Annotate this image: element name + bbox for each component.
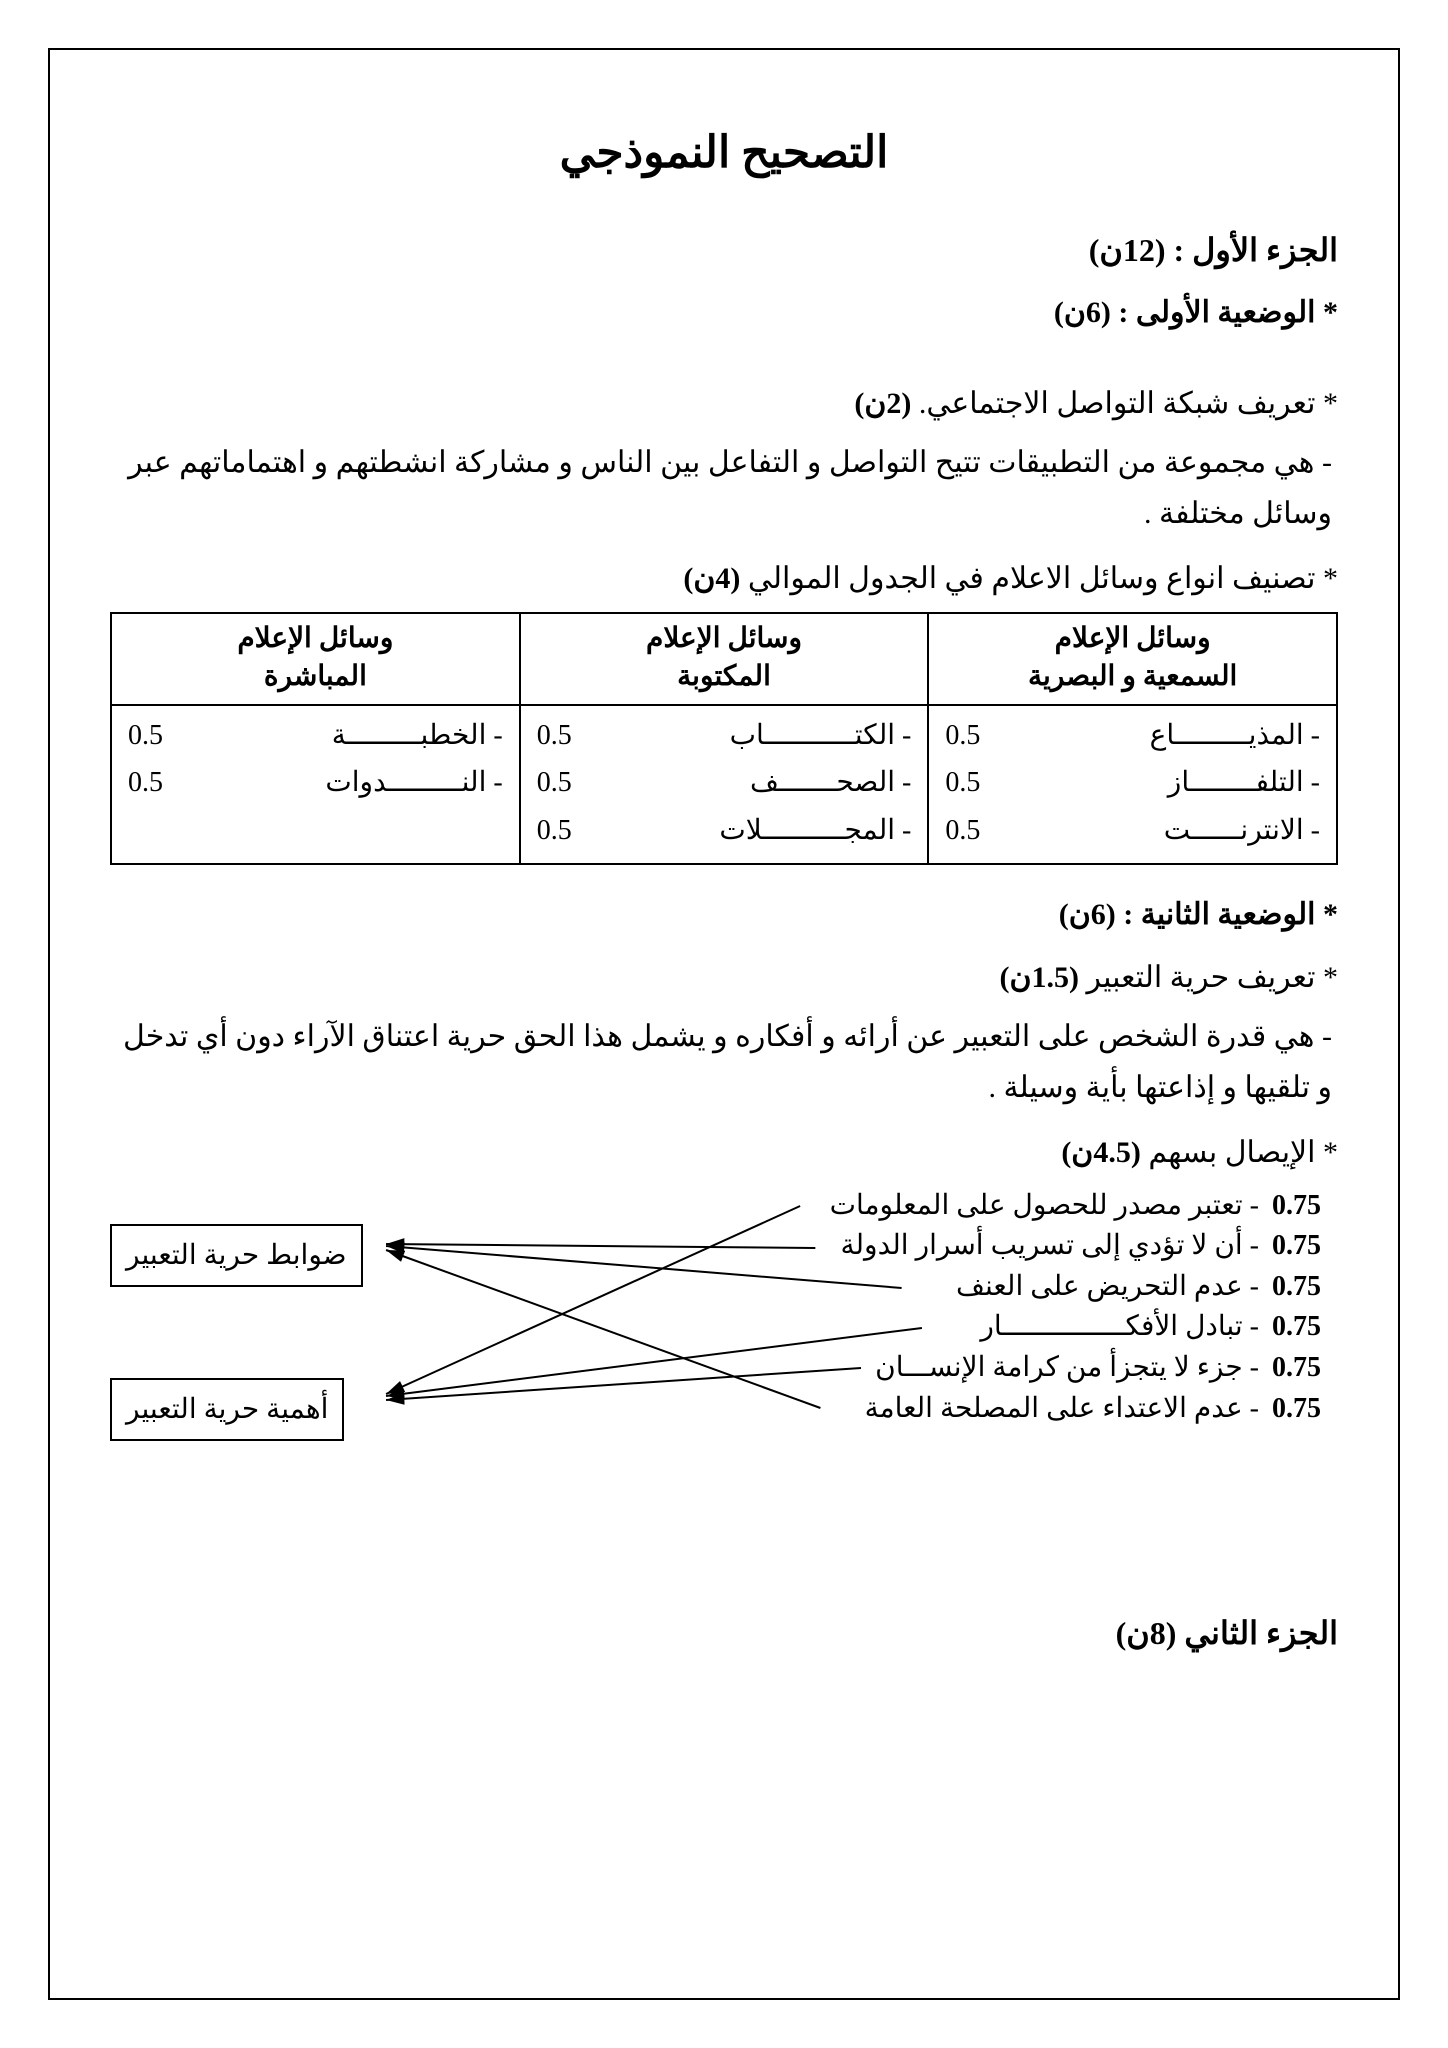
- table-body-row: - المذيـــــــــاع0.5- التلفــــــــاز0.…: [111, 705, 1337, 864]
- constraints-box: ضوابط حرية التعبير: [110, 1224, 363, 1288]
- part2-heading: الجزء الثاني (8ن): [110, 1606, 1338, 1660]
- arrow-item: 0.75 - أن لا تؤدي إلى تسريب أسرار الدولة: [830, 1226, 1338, 1267]
- definition2-score: (1.5ن): [999, 961, 1079, 994]
- table-cell-1: - المذيـــــــــاع0.5- التلفــــــــاز0.…: [928, 705, 1337, 864]
- page: التصحيح النموذجي الجزء الأول : (12ن) * ا…: [0, 0, 1448, 2048]
- media-table: وسائل الإعلامالسمعية و البصرية وسائل الإ…: [110, 612, 1338, 864]
- main-title: التصحيح النموذجي: [110, 116, 1338, 191]
- definition2-body: - هي قدرة الشخص على التعبير عن أرائه و أ…: [110, 1011, 1338, 1113]
- arrow-item: 0.75 - تعتبر مصدر للحصول على المعلومات: [830, 1186, 1338, 1227]
- table-cell-3: - الخطبـــــــــة0.5- النـــــــــدوات0.…: [111, 705, 520, 864]
- arrow-item: 0.75 - جزء لا يتجزأ من كرامة الإنســـان: [830, 1348, 1338, 1389]
- definition2-heading: * تعريف حرية التعبير (1.5ن): [110, 952, 1338, 1003]
- arrow-item: 0.75 - عدم الاعتداء على المصلحة العامة: [830, 1389, 1338, 1430]
- situation2-heading: * الوضعية الثانية : (6ن): [110, 889, 1338, 940]
- arrow-diagram: 0.75 - تعتبر مصدر للحصول على المعلومات 0…: [110, 1186, 1338, 1446]
- table-header-2: وسائل الإعلامالمكتوبة: [520, 613, 929, 705]
- arrows-score: (4.5ن): [1061, 1136, 1141, 1169]
- situation1-heading: * الوضعية الأولى : (6ن): [110, 287, 1338, 338]
- table-header-3: وسائل الإعلامالمباشرة: [111, 613, 520, 705]
- arrows-heading-text: * الإيصال بسهم: [1141, 1136, 1338, 1169]
- definition1-body: - هي مجموعة من التطبيقات تتيح التواصل و …: [110, 437, 1338, 539]
- arrow-items-list: 0.75 - تعتبر مصدر للحصول على المعلومات 0…: [830, 1186, 1338, 1430]
- definition2-heading-text: * تعريف حرية التعبير: [1079, 961, 1338, 994]
- table-score: (4ن): [683, 562, 740, 595]
- table-heading-text: * تصنيف انواع وسائل الاعلام في الجدول ال…: [740, 562, 1338, 595]
- table-cell-2: - الكتـــــــــــاب0.5- الصحـــــــف0.5-…: [520, 705, 929, 864]
- page-frame: التصحيح النموذجي الجزء الأول : (12ن) * ا…: [48, 48, 1400, 2000]
- arrow-item: 0.75 - تبادل الأفكـــــــــــــــار: [830, 1307, 1338, 1348]
- table-heading: * تصنيف انواع وسائل الاعلام في الجدول ال…: [110, 553, 1338, 604]
- arrows-heading: * الإيصال بسهم (4.5ن): [110, 1127, 1338, 1178]
- arrow-item: 0.75 - عدم التحريض على العنف: [830, 1267, 1338, 1308]
- definition1-heading-text: * تعريف شبكة التواصل الاجتماعي.: [911, 387, 1338, 420]
- table-header-row: وسائل الإعلامالسمعية و البصرية وسائل الإ…: [111, 613, 1337, 705]
- definition1-score: (2ن): [854, 387, 911, 420]
- table-header-1: وسائل الإعلامالسمعية و البصرية: [928, 613, 1337, 705]
- definition1-heading: * تعريف شبكة التواصل الاجتماعي. (2ن): [110, 378, 1338, 429]
- part1-heading: الجزء الأول : (12ن): [110, 223, 1338, 277]
- importance-box: أهمية حرية التعبير: [110, 1378, 344, 1442]
